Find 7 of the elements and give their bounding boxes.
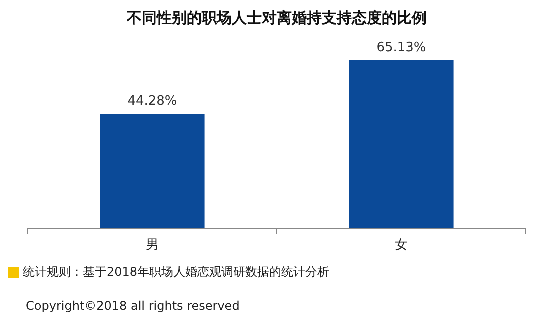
- chart-title: 不同性别的职场人士对离婚持支持态度的比例: [126, 8, 427, 27]
- data-label: 44.28%: [128, 94, 178, 110]
- text: 统计规则：基于2018年职场人婚恋观调研数据的统计分析: [23, 264, 330, 280]
- data-label: 65.13%: [376, 40, 426, 56]
- x-tick-label: 男: [146, 236, 159, 252]
- text: Copyright©2018 all rights reserved: [26, 299, 240, 313]
- x-tick-label: 女: [395, 236, 408, 252]
